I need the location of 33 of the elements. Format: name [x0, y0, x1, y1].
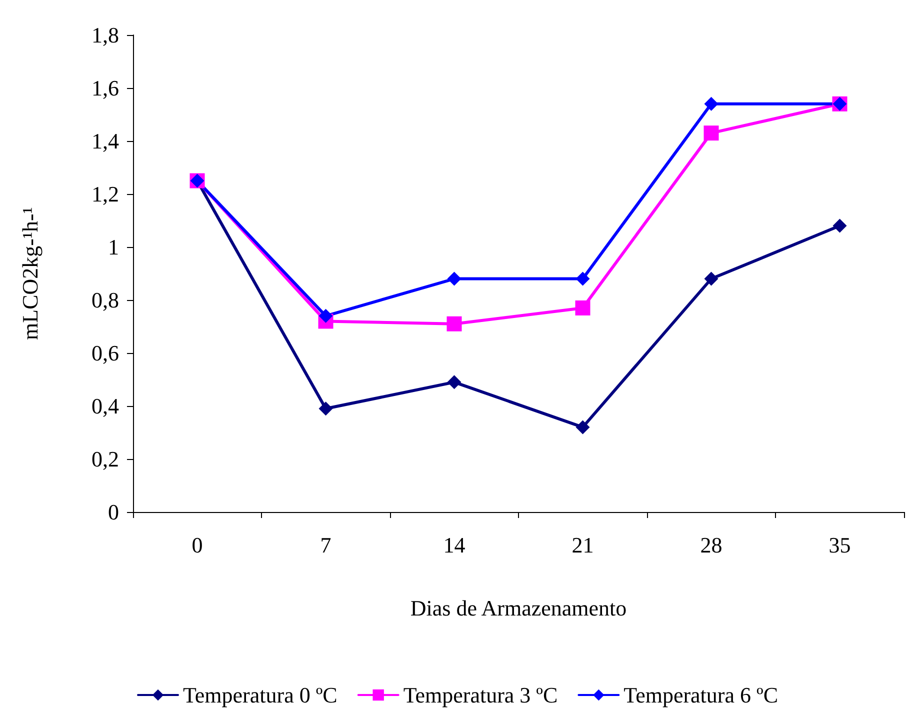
y-tick-label: 1: [108, 234, 119, 260]
x-tick-label: 28: [700, 532, 722, 558]
point: [576, 420, 590, 434]
point: [318, 402, 333, 416]
x-axis-title: Dias de Armazenamento: [410, 596, 627, 620]
point: [704, 126, 719, 141]
legend-label: Temperatura 3 ºC: [403, 682, 558, 708]
y-tick-label: 0,6: [92, 340, 119, 366]
point: [575, 300, 590, 316]
point: [704, 272, 718, 286]
legend-label: Temperatura 6 ºC: [624, 682, 778, 708]
y-tick-label: 0: [108, 500, 119, 524]
y-tick-label: 0,4: [92, 394, 119, 418]
y-tick-label: 1,2: [92, 182, 119, 206]
y-tick-label: 1,4: [92, 128, 119, 154]
y-axis-title: mLCO2kg-¹h-¹: [18, 207, 42, 340]
y-tick-label: 1,8: [92, 22, 119, 48]
y-tick-label: 0,8: [92, 288, 119, 312]
point: [318, 308, 333, 323]
y-tick-label: 1,6: [92, 76, 119, 100]
point: [576, 272, 590, 286]
point: [447, 375, 462, 390]
point: [832, 218, 847, 233]
point: [446, 316, 462, 332]
y-tick-label: 0,2: [92, 446, 119, 472]
x-tick-label: 7: [320, 532, 332, 558]
x-tick-label: 21: [572, 532, 594, 558]
x-tick-label: 14: [443, 532, 466, 558]
point: [704, 96, 718, 111]
point: [447, 272, 462, 286]
x-tick-label: 35: [828, 532, 851, 558]
x-tick-label: 0: [192, 532, 203, 558]
legend-label: Temperatura 0 ºC: [183, 682, 338, 708]
